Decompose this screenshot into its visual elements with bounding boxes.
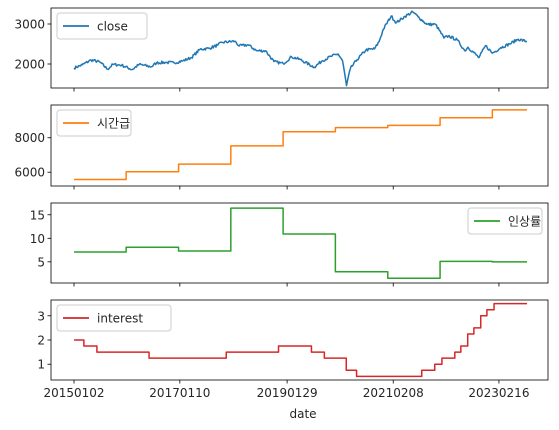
y-tick-label: 3 xyxy=(37,309,45,323)
panel-2: 6000 8000 시간급 xyxy=(14,104,549,190)
x-axis-label: date xyxy=(289,407,316,421)
legend-box xyxy=(467,207,543,235)
legend-label: interest xyxy=(97,312,143,326)
y-tick-label: 15 xyxy=(30,208,45,222)
series-line-2 xyxy=(74,109,527,181)
legend-label: 인상률 xyxy=(508,215,541,229)
axes-frame xyxy=(50,104,549,187)
legend: interest xyxy=(56,304,172,332)
legend-label: 시간급 xyxy=(97,117,130,131)
axes-frame xyxy=(50,202,549,284)
y-tick-label: 2 xyxy=(37,334,45,348)
panel-1: 2000 3000 close xyxy=(14,7,549,92)
legend-box xyxy=(56,304,172,332)
y-tick-label: 1 xyxy=(37,358,45,372)
x-tick-label: 20210208 xyxy=(363,386,424,400)
series-line-3 xyxy=(74,207,527,280)
y-tick-label: 3000 xyxy=(14,18,45,32)
y-tick-label: 8000 xyxy=(14,131,45,145)
panel-3: 5 10 15 인상률 xyxy=(30,202,549,287)
legend-box xyxy=(56,109,132,137)
series-line-4 xyxy=(74,302,527,378)
x-tick-label: 20170110 xyxy=(149,386,210,400)
legend-box xyxy=(56,12,148,40)
x-tick-label: 20190129 xyxy=(257,386,318,400)
y-tick-label: 6000 xyxy=(14,166,45,180)
panel-4: 1 2 3 20150102 20170110 20190129 20210208 20230… xyxy=(37,299,549,400)
axes-frame xyxy=(50,7,549,89)
y-tick-label: 5 xyxy=(37,255,45,269)
legend: 인상률 xyxy=(467,207,543,235)
legend: 시간급 xyxy=(56,109,132,137)
x-tick-label: 20230216 xyxy=(468,386,529,400)
x-tick-label: 20150102 xyxy=(43,386,104,400)
y-tick-label: 10 xyxy=(30,232,45,246)
legend-label: close xyxy=(97,20,128,34)
series-line-1 xyxy=(73,10,528,87)
y-tick-label: 2000 xyxy=(14,58,45,72)
legend: close xyxy=(56,12,148,40)
